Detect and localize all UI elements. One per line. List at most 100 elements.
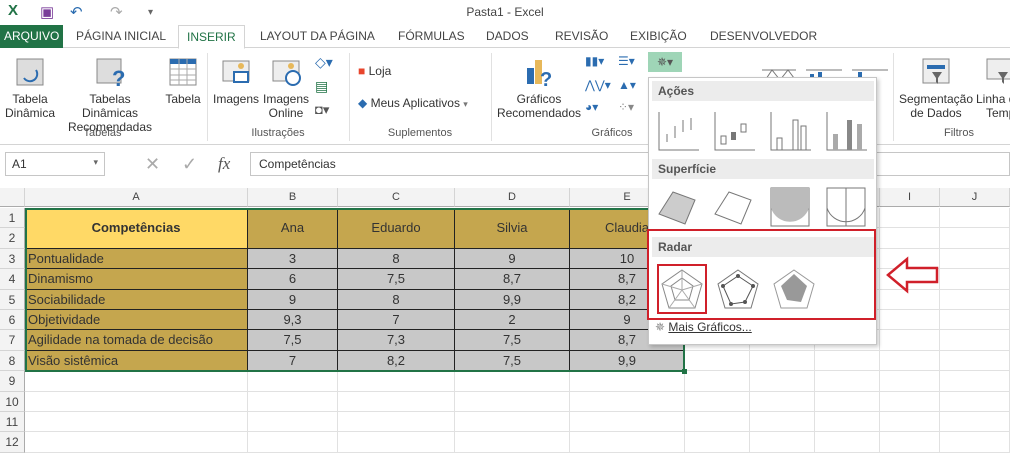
table-cell[interactable]: Sociabilidade — [25, 289, 248, 310]
row-header[interactable]: 4 — [0, 269, 25, 290]
column-header[interactable]: B — [248, 188, 338, 207]
row-header[interactable]: 6 — [0, 310, 25, 331]
tab-inserir[interactable]: INSERIR — [178, 25, 245, 49]
stock-volume-hlc-icon[interactable] — [767, 108, 813, 154]
row-header[interactable]: 10 — [0, 391, 25, 412]
table-cell[interactable]: 6 — [248, 269, 338, 290]
undo-icon[interactable]: ↶ — [70, 4, 83, 21]
table-cell[interactable]: 8 — [338, 289, 455, 310]
column-header[interactable]: C — [338, 188, 455, 207]
redo-icon[interactable]: ↷ — [110, 4, 123, 21]
scatter-chart-icon[interactable]: ⁘▾ — [618, 100, 635, 114]
stock-ohlc-icon[interactable] — [711, 108, 757, 154]
row-header[interactable]: 1 — [0, 208, 25, 229]
stock-hlc-icon[interactable] — [655, 108, 701, 154]
row-header[interactable]: 8 — [0, 350, 25, 372]
table-cell[interactable]: Dinamismo — [25, 269, 248, 290]
tab-arquivo[interactable]: ARQUIVO — [0, 25, 64, 48]
table-header-cell[interactable]: Competências — [25, 208, 248, 249]
surface-3d-icon[interactable] — [655, 184, 701, 230]
my-apps-button[interactable]: ◆ Meus Aplicativos ▾ — [358, 96, 468, 110]
table-cell[interactable]: 9 — [248, 289, 338, 310]
contour-icon[interactable] — [767, 184, 813, 230]
column-header[interactable]: J — [940, 188, 1010, 207]
table-cell[interactable]: 8,7 — [455, 269, 570, 290]
tab-revisao[interactable]: REVISÃO — [555, 29, 609, 43]
table-cell[interactable]: 7,5 — [455, 330, 570, 351]
table-cell[interactable]: 9 — [455, 248, 570, 270]
table-header-cell[interactable]: Eduardo — [338, 208, 455, 249]
table-cell[interactable]: 3 — [248, 248, 338, 270]
column-header[interactable]: I — [880, 188, 940, 207]
recommended-charts-button[interactable]: ? Gráficos Recomendados — [495, 56, 583, 120]
smartart-icon[interactable]: ▤ — [315, 78, 329, 94]
column-header[interactable]: D — [455, 188, 570, 207]
row-header[interactable]: 5 — [0, 289, 25, 310]
tab-exibicao[interactable]: EXIBIÇÃO — [630, 29, 687, 43]
tab-desenvolvedor[interactable]: DESENVOLVEDOR — [710, 29, 818, 43]
shapes-icon[interactable]: ◇▾ — [315, 54, 333, 70]
area-chart-icon[interactable]: ▲▾ — [618, 78, 636, 92]
cancel-icon[interactable]: ✕ — [145, 154, 161, 174]
column-chart-icon[interactable]: ▮▮▾ — [585, 54, 605, 68]
table-cell[interactable]: Pontualidade — [25, 248, 248, 270]
filled-radar-icon[interactable] — [771, 266, 817, 312]
column-header[interactable]: A — [25, 188, 248, 207]
timeline-icon — [986, 58, 1010, 84]
table-cell[interactable]: 7,5 — [338, 269, 455, 290]
table-cell[interactable]: Agilidade na tomada de decisão — [25, 330, 248, 351]
table-button[interactable]: Tabela — [164, 56, 202, 106]
radar-icon[interactable] — [657, 264, 707, 314]
timeline-button[interactable]: Linha dTemp — [976, 56, 1010, 120]
radar-chart-dropdown-button[interactable]: ✵▾ — [648, 52, 682, 72]
apps-icon: ◆ — [358, 96, 368, 110]
table-header-cell[interactable]: Ana — [248, 208, 338, 249]
recommended-pivot-button[interactable]: ? Tabelas Dinâmicas Recomendadas — [60, 56, 160, 134]
save-icon[interactable]: ▣ — [40, 4, 55, 21]
wireframe-contour-icon[interactable] — [823, 184, 869, 230]
insert-function-button[interactable]: fx — [218, 154, 231, 173]
ribbon-tabs: ARQUIVO PÁGINA INICIAL INSERIR LAYOUT DA… — [0, 25, 1010, 49]
stock-volume-ohlc-icon[interactable] — [823, 108, 869, 154]
row-header[interactable]: 11 — [0, 412, 25, 433]
row-header[interactable]: 3 — [0, 248, 25, 270]
online-images-button[interactable]: Imagens Online — [262, 56, 310, 120]
table-cell[interactable]: 9,9 — [455, 289, 570, 310]
fill-handle[interactable] — [682, 369, 687, 375]
tab-dados[interactable]: DADOS — [486, 29, 529, 43]
group-ilustracoes: Ilustrações — [251, 127, 305, 139]
customize-toolbar-icon[interactable]: ▾ — [148, 7, 154, 18]
table-cell[interactable]: Objetividade — [25, 310, 248, 331]
store-button[interactable]: ■ Loja — [358, 64, 392, 78]
table-cell[interactable]: 7,3 — [338, 330, 455, 351]
row-header[interactable]: 9 — [0, 371, 25, 392]
table-cell[interactable]: 9,3 — [248, 310, 338, 331]
formula-input[interactable]: Competências — [250, 152, 1010, 176]
table-cell[interactable]: 7 — [338, 310, 455, 331]
line-chart-icon[interactable]: ⋀⋁▾ — [585, 78, 611, 92]
table-cell[interactable]: 7,5 — [248, 330, 338, 351]
row-header[interactable]: 2 — [0, 228, 25, 249]
tab-formulas[interactable]: FÓRMULAS — [398, 29, 465, 43]
screenshot-icon[interactable]: ◘▾ — [315, 102, 330, 117]
pivot-table-button[interactable]: Tabela Dinâmica — [4, 56, 56, 120]
table-cell[interactable]: 9,9 — [570, 350, 685, 372]
slicer-button[interactable]: Segmentação de Dados — [898, 56, 974, 120]
row-header[interactable]: 7 — [0, 330, 25, 351]
table-cell[interactable]: 2 — [455, 310, 570, 331]
more-charts-link[interactable]: ✵ Mais Gráficos... — [655, 320, 752, 334]
name-box[interactable]: A1 ▾ — [5, 152, 105, 176]
tab-layout[interactable]: LAYOUT DA PÁGINA — [260, 29, 375, 43]
tab-pagina-inicial[interactable]: PÁGINA INICIAL — [76, 29, 167, 43]
section-acoes: Ações — [652, 81, 874, 101]
bar-chart-icon[interactable]: ☰▾ — [618, 54, 635, 68]
enter-icon[interactable]: ✓ — [182, 154, 198, 174]
section-superficie: Superfície — [652, 159, 874, 179]
table-header-cell[interactable]: Silvia — [455, 208, 570, 249]
images-button[interactable]: Imagens — [212, 56, 260, 106]
radar-markers-icon[interactable] — [715, 266, 761, 312]
wireframe-surface-icon[interactable] — [711, 184, 757, 230]
pie-chart-icon[interactable]: ◕▾ — [585, 100, 599, 114]
table-cell[interactable]: 8 — [338, 248, 455, 270]
select-all[interactable] — [0, 188, 25, 207]
